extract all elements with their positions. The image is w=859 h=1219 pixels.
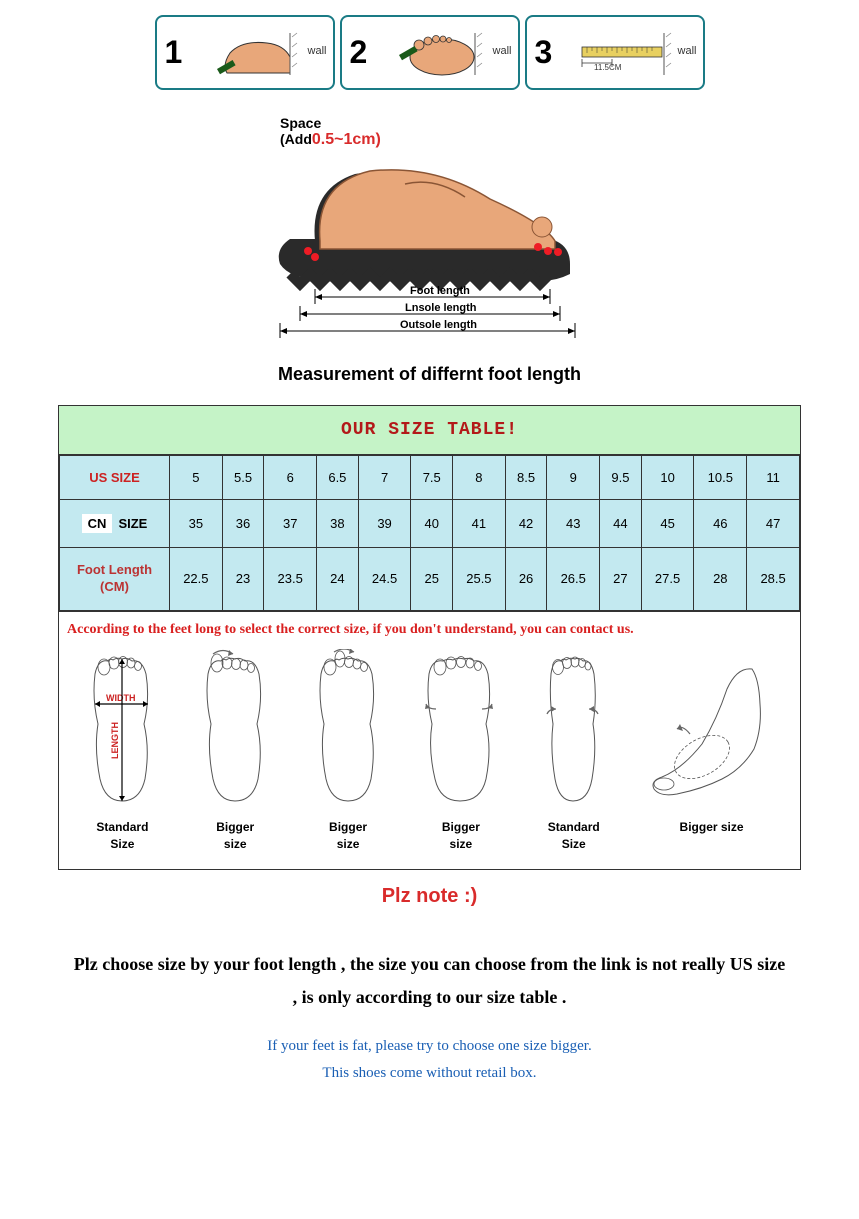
measurement-steps: 1 wall 2 [0,0,859,95]
foot-measurement-diagram: Space (Add0.5~1cm) Foot l [0,95,859,395]
cm-cell: 22.5 [170,548,223,611]
step-3-wall-label: wall [678,45,697,57]
us-cell: 5.5 [222,456,264,500]
us-cell: 9.5 [600,456,642,500]
space-text: Space [280,115,321,131]
foot-type-6: Bigger size [632,649,792,853]
svg-text:Lnsole length: Lnsole length [405,302,477,314]
cn-cell: 36 [222,500,264,548]
svg-text:Foot length: Foot length [410,285,470,297]
svg-text:LENGTH: LENGTH [110,722,120,759]
us-cell: 7 [358,456,411,500]
space-add-text: (Add [280,131,312,147]
cn-cell: 41 [453,500,506,548]
cm-cell: 28.5 [747,548,800,611]
step-3-measure-text: 11.5CM [594,63,622,72]
cn-cell: 45 [641,500,694,548]
cn-size-label: CN SIZE [60,500,170,548]
cm-cell: 27 [600,548,642,611]
bottom-main-text: Plz choose size by your foot length , th… [70,948,789,1013]
cm-cell: 26.5 [547,548,600,611]
us-size-row: US SIZE 5 5.5 6 6.5 7 7.5 8 8.5 9 9.5 10… [60,456,800,500]
foot-label-1: StandardSize [67,819,177,853]
cm-cell: 24 [317,548,359,611]
step-1-box: 1 wall [155,15,335,90]
us-size-label: US SIZE [60,456,170,500]
us-cell: 7.5 [411,456,453,500]
footlen-text2: (CM) [100,579,129,594]
foot-diagram-svg: Foot length Lnsole length Outsole length [260,149,600,349]
cn-cell: 42 [505,500,547,548]
cn-cell: 40 [411,500,453,548]
foot-types-row: WIDTH LENGTH StandardSize [61,644,798,868]
table-header-text: OUR SIZE TABLE! [341,420,518,440]
cn-cell: 38 [317,500,359,548]
cm-cell: 27.5 [641,548,694,611]
cn-cell: 47 [747,500,800,548]
step-1-wall-label: wall [308,45,327,57]
foot-length-row: Foot Length(CM) 22.5 23 23.5 24 24.5 25 … [60,548,800,611]
foot-type-2: Biggersize [180,649,290,853]
cm-cell: 26 [505,548,547,611]
measurement-title: Measurement of differnt foot length [0,364,859,385]
foot-type-5: StandardSize [519,649,629,853]
cn-cell: 44 [600,500,642,548]
note-red-text: According to the feet long to select the… [59,612,800,644]
foot-label-5: StandardSize [519,819,629,853]
us-cell: 11 [747,456,800,500]
cn-cell: 35 [170,500,223,548]
plz-note-text: Plz note :) [0,885,859,908]
cn-cell: 39 [358,500,411,548]
foot-label-6: Bigger size [632,819,792,836]
footlen-text1: Foot Length [77,562,152,577]
foot-type-1: WIDTH LENGTH StandardSize [67,649,177,853]
table-header: OUR SIZE TABLE! [59,406,800,455]
cm-cell: 24.5 [358,548,411,611]
step-2-wall-label: wall [493,45,512,57]
step-2-box: 2 wall [340,15,520,90]
cm-cell: 23.5 [264,548,317,611]
foot-label-2: Biggersize [180,819,290,853]
step-1-number: 1 [165,34,183,71]
cn-prefix: CN [82,514,113,533]
foot-type-4: Biggersize [406,649,516,853]
foot-label-3: Biggersize [293,819,403,853]
cn-cell: 46 [694,500,747,548]
us-cell: 8.5 [505,456,547,500]
size-table: US SIZE 5 5.5 6 6.5 7 7.5 8 8.5 9 9.5 10… [59,455,800,611]
foot-label-4: Biggersize [406,819,516,853]
bottom-blue-2: This shoes come without retail box. [70,1060,789,1087]
us-cell: 5 [170,456,223,500]
bottom-blue-1: If your feet is fat, please try to choos… [70,1033,789,1060]
bottom-notes: Plz choose size by your foot length , th… [0,938,859,1117]
step-3-box: 3 11.5CM [525,15,705,90]
cn-size-row: CNSIZE 35 36 37 38 39 40 41 42 43 44 45 … [60,500,800,548]
svg-text:WIDTH: WIDTH [106,693,136,703]
step-3-number: 3 [535,34,553,71]
foot-length-label: Foot Length (CM) [60,548,170,611]
us-cell: 10 [641,456,694,500]
us-cell: 10.5 [694,456,747,500]
size-table-container: OUR SIZE TABLE! US SIZE 5 5.5 6 6.5 7 7.… [58,405,801,870]
space-range: 0.5~1cm) [312,131,381,148]
cm-cell: 25 [411,548,453,611]
us-cell: 8 [453,456,506,500]
cn-cell: 43 [547,500,600,548]
cm-cell: 28 [694,548,747,611]
cm-cell: 25.5 [453,548,506,611]
us-cell: 9 [547,456,600,500]
svg-text:Outsole length: Outsole length [400,319,477,331]
foot-type-3: Biggersize [293,649,403,853]
space-label: Space (Add0.5~1cm) [280,115,859,149]
cm-cell: 23 [222,548,264,611]
us-cell: 6 [264,456,317,500]
step-2-number: 2 [350,34,368,71]
us-cell: 6.5 [317,456,359,500]
cn-cell: 37 [264,500,317,548]
cn-label-text: SIZE [118,516,147,531]
